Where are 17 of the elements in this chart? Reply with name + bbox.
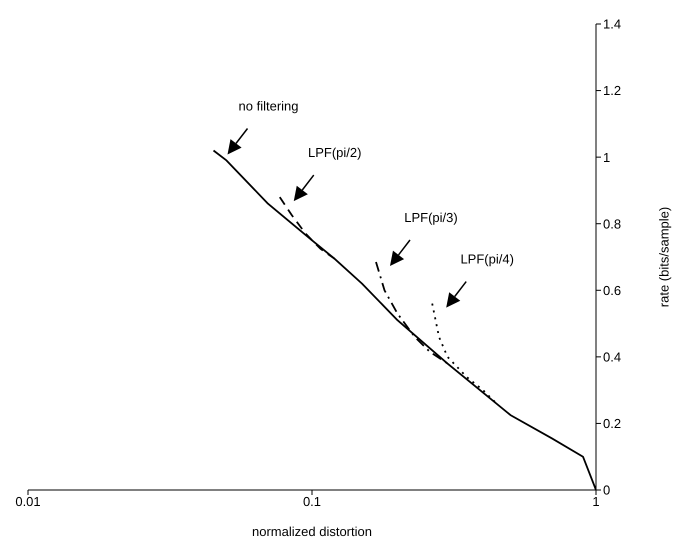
text: LPF(pi/4): [460, 252, 514, 267]
text: LPF(pi/2): [308, 145, 362, 160]
text: no filtering: [238, 98, 299, 114]
y-tick-label: 1.2: [603, 83, 622, 98]
y-axis-title: rate (bits/sample): [656, 206, 672, 308]
text: LPF(pi/3): [404, 210, 458, 225]
y-tick-label: 0.6: [603, 282, 622, 298]
x-axis-title: normalized distortion: [252, 524, 372, 539]
y-tick-label: 1: [603, 150, 610, 165]
x-tick-label: 1: [592, 494, 600, 510]
x-tick-label: 0.01: [15, 494, 41, 510]
y-tick-label: 0: [603, 482, 610, 498]
y-tick-label: 0.4: [603, 349, 622, 364]
y-tick-label: 1.4: [603, 16, 622, 32]
y-tick-label: 0.8: [603, 216, 622, 232]
x-tick-label: 0.1: [302, 494, 322, 510]
y-tick-label: 0.2: [603, 416, 622, 432]
